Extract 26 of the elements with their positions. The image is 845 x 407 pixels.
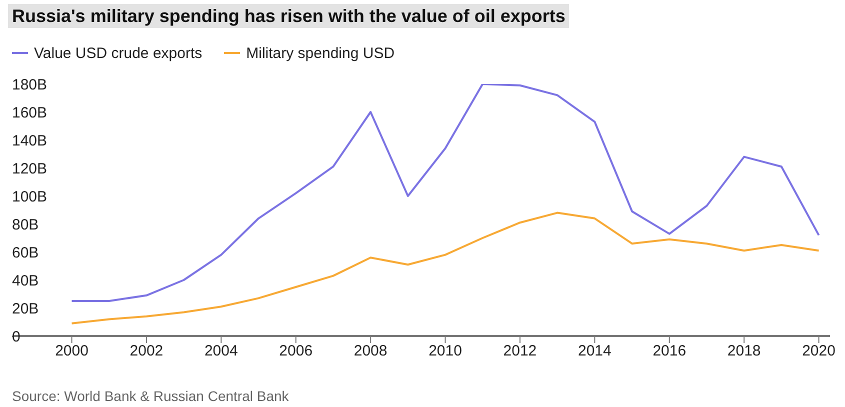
- line-series: [70, 84, 820, 302]
- x-tick-label: 2018: [727, 342, 761, 360]
- legend-label: Military spending USD: [246, 44, 395, 62]
- y-tick-label: 160B: [12, 104, 48, 122]
- y-tick-label: 80B: [12, 216, 39, 234]
- y-tick-label: 60B: [12, 244, 39, 262]
- y-tick-label: 20B: [12, 300, 39, 318]
- legend-label: Value USD crude exports: [34, 44, 202, 62]
- y-tick-label: 120B: [12, 160, 48, 178]
- x-tick-label: 2014: [578, 342, 612, 360]
- x-tick-label: 2004: [204, 342, 238, 360]
- x-tick-label: 2010: [428, 342, 462, 360]
- y-tick-label: 180B: [12, 76, 48, 94]
- source-note: Source: World Bank & Russian Central Bank: [12, 388, 289, 404]
- x-tick-label: 2020: [802, 342, 836, 360]
- y-tick-label: 100B: [12, 188, 48, 206]
- x-tick-label: 2006: [279, 342, 313, 360]
- x-tick-label: 2012: [503, 342, 537, 360]
- x-tick-label: 2002: [130, 342, 164, 360]
- y-tick-label: 40B: [12, 272, 39, 290]
- chart-title: Russia's military spending has risen with the value of oil exports: [8, 4, 570, 28]
- x-tick-label: 2000: [55, 342, 88, 360]
- y-tick-label: 140B: [12, 132, 48, 150]
- x-tick-label: 2008: [354, 342, 388, 360]
- line-series: [70, 212, 820, 324]
- x-tick-label: 2016: [652, 342, 686, 360]
